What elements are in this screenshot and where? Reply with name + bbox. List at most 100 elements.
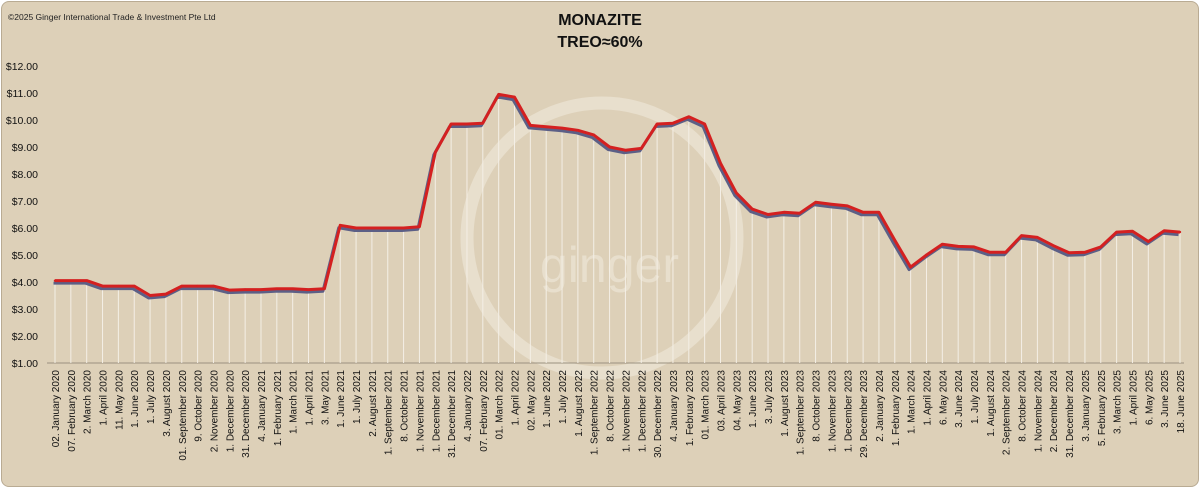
x-tick-label: 1. February 2024 xyxy=(891,370,902,447)
x-tick-label: 5. February 2025 xyxy=(1097,370,1108,447)
x-tick-label: 4. January 2021 xyxy=(257,370,268,442)
data-point xyxy=(735,191,738,195)
data-point xyxy=(750,207,754,211)
data-point xyxy=(925,253,928,257)
x-tick-label: 3. June 2025 xyxy=(1160,370,1171,428)
x-tick-label: 1. June 2023 xyxy=(748,370,759,428)
x-tick-label: 6. May 2025 xyxy=(1144,370,1155,425)
copyright-text: ©2025 Ginger International Trade & Inves… xyxy=(8,12,216,22)
x-tick-label: 07. February 2022 xyxy=(479,370,490,452)
y-tick-label: $12.00 xyxy=(6,61,38,73)
data-point xyxy=(687,115,691,118)
data-point xyxy=(956,245,960,248)
x-tick-label: 9. October 2020 xyxy=(194,370,205,442)
data-point xyxy=(846,204,849,208)
data-point xyxy=(434,151,437,154)
x-tick-label: 31. December 2021 xyxy=(447,370,458,458)
x-tick-label: 8. October 2023 xyxy=(812,370,823,442)
data-point xyxy=(259,288,263,291)
x-tick-label: 2. November 2020 xyxy=(209,370,220,453)
data-point xyxy=(671,122,675,125)
x-tick-label: 02. May 2022 xyxy=(526,370,537,431)
data-point xyxy=(909,265,912,269)
x-tick-label: 1. December 2023 xyxy=(843,370,854,453)
data-point xyxy=(1004,251,1007,254)
axes: $1.00 $2.00 $3.00 $4.00 $5.00 $6.00 $7.00 $8.00… xyxy=(6,61,1187,461)
data-point xyxy=(1178,230,1182,234)
data-point xyxy=(1067,251,1071,255)
x-tick-label: 1. April 2020 xyxy=(99,370,110,426)
x-tick-label: 1. July 2021 xyxy=(352,370,363,424)
data-point xyxy=(243,288,247,291)
data-point xyxy=(291,287,294,290)
data-point xyxy=(1099,245,1102,249)
data-point xyxy=(655,122,659,126)
y-tick-label: $2.00 xyxy=(12,331,38,343)
x-tick-label: 1. July 2020 xyxy=(146,370,157,424)
x-tick-label: 3. March 2025 xyxy=(1113,370,1124,434)
data-point xyxy=(513,95,516,99)
x-tick-label: 1. November 2021 xyxy=(415,370,426,453)
x-tick-label: 1. March 2024 xyxy=(907,370,918,434)
data-point xyxy=(212,284,215,288)
x-tick-label: 3. January 2025 xyxy=(1081,370,1092,442)
x-tick-label: 07. February 2020 xyxy=(67,370,78,452)
data-point xyxy=(576,129,580,132)
x-tick-label: 2. December 2024 xyxy=(1049,370,1060,453)
x-tick-label: 1. June 2021 xyxy=(336,370,347,428)
data-point xyxy=(101,284,104,288)
x-tick-label: 1. July 2024 xyxy=(970,370,981,424)
x-tick-label: 2. March 2020 xyxy=(83,370,94,434)
x-tick-label: 1. February 2023 xyxy=(685,370,696,447)
x-tick-label: 1. August 2022 xyxy=(574,370,585,437)
x-tick-label: 1. August 2023 xyxy=(780,370,791,437)
x-tick-label: 3. May 2021 xyxy=(320,370,331,425)
x-tick-label: 04. May 2023 xyxy=(732,370,743,431)
data-point xyxy=(861,211,865,214)
price-line xyxy=(55,92,1181,297)
chart-subtitle: TREO≈60% xyxy=(557,34,643,51)
x-tick-label: 1. December 2020 xyxy=(225,370,236,453)
x-tick-label: 1. November 2022 xyxy=(621,370,632,453)
x-tick-label: 01. March 2023 xyxy=(701,370,712,440)
x-tick-label: 3. July 2023 xyxy=(764,370,775,424)
x-tick-label: 3. June 2024 xyxy=(954,370,965,428)
x-tick-label: 8. October 2022 xyxy=(606,370,617,442)
data-point xyxy=(1147,240,1150,243)
data-point xyxy=(719,162,722,165)
x-tick-label: 1. April 2021 xyxy=(305,370,316,426)
data-point xyxy=(640,147,643,150)
data-point xyxy=(1020,234,1023,237)
x-tick-label: 1. April 2022 xyxy=(511,370,522,426)
x-tick-label: 8. October 2024 xyxy=(1018,370,1029,442)
data-point xyxy=(766,213,770,216)
data-point xyxy=(449,122,453,126)
data-point xyxy=(830,203,833,206)
y-tick-label: $4.00 xyxy=(12,277,38,289)
data-point xyxy=(307,288,310,291)
data-point xyxy=(703,122,706,126)
data-point xyxy=(1131,230,1134,233)
data-point xyxy=(608,145,611,149)
y-tick-label: $7.00 xyxy=(12,196,38,208)
x-tick-label: 3. August 2020 xyxy=(162,370,173,437)
x-tick-label: 01. March 2022 xyxy=(495,370,506,440)
data-point xyxy=(529,124,532,127)
y-tick-label: $5.00 xyxy=(12,250,38,262)
x-tick-label: 1. April 2024 xyxy=(922,370,933,426)
data-point xyxy=(481,122,485,125)
x-tick-label: 1. November 2023 xyxy=(827,370,838,453)
data-point xyxy=(418,225,421,228)
y-tick-label: $10.00 xyxy=(6,115,38,127)
x-tick-label: 02. January 2020 xyxy=(51,370,62,448)
data-point xyxy=(354,226,358,230)
data-point xyxy=(370,226,374,230)
data-point xyxy=(544,125,548,128)
data-point xyxy=(560,126,564,130)
data-point xyxy=(85,279,88,282)
x-tick-label: 31. December 2024 xyxy=(1065,370,1076,458)
x-tick-label: 18. June 2025 xyxy=(1176,370,1187,434)
data-point xyxy=(988,251,992,254)
data-point xyxy=(1052,244,1055,247)
